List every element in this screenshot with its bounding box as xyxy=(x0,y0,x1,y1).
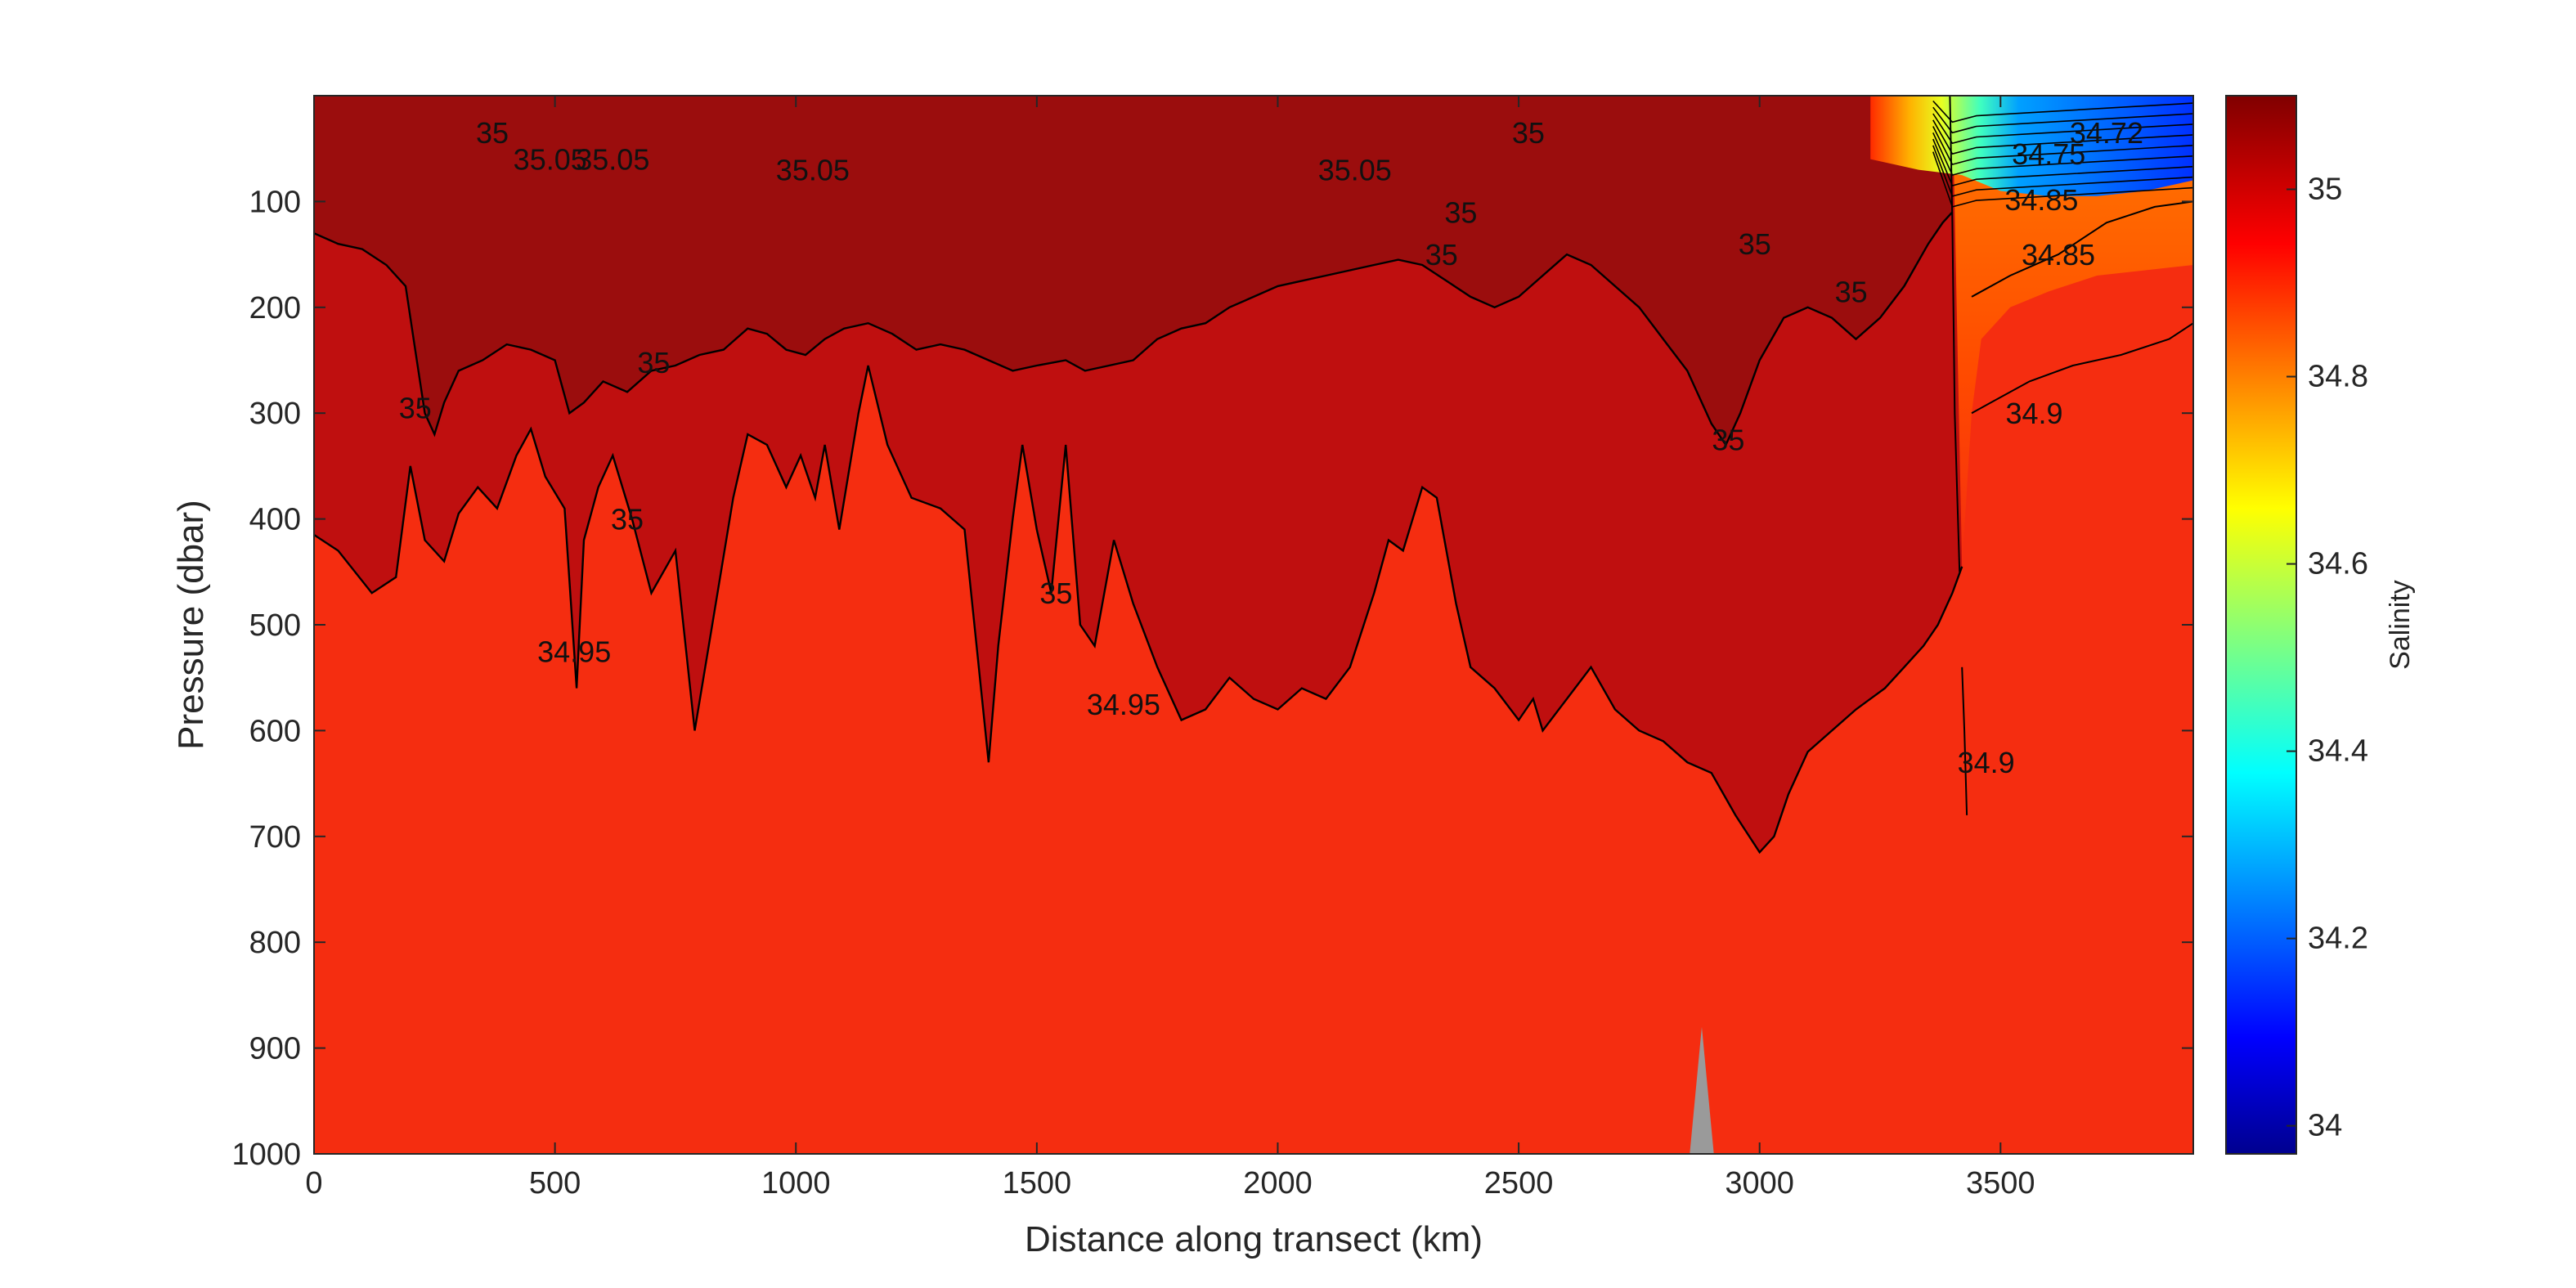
contour-line xyxy=(1949,96,1961,572)
salinity-region-above-35.00 xyxy=(314,96,1953,445)
contour-34.9 xyxy=(1971,322,2193,415)
contour-label: 35 xyxy=(1739,227,1771,261)
contour-label: 35.05 xyxy=(1318,154,1392,187)
colorbar-label: Salinity xyxy=(2385,580,2416,670)
contour-label: 35 xyxy=(1444,195,1477,229)
x-tick-label: 2000 xyxy=(1243,1166,1313,1200)
y-tick-label: 300 xyxy=(249,397,301,431)
y-axis-label: Pressure (dbar) xyxy=(171,500,211,750)
contour-label: 34.85 xyxy=(2004,183,2078,217)
y-axis: 100 200 300 400 500 600 700 800 900 1000 xyxy=(231,185,2193,1172)
y-tick-label: 600 xyxy=(249,714,301,748)
contour-line xyxy=(1932,145,2193,197)
contour-label: 34.72 xyxy=(2070,116,2143,150)
colorbar-tick-label: 34.4 xyxy=(2308,734,2368,769)
bathymetry-seamount xyxy=(1690,1026,1714,1154)
contour-34.85 xyxy=(1971,200,2193,298)
colorbar-ticks: 34 34.2 34.4 34.6 34.8 35 xyxy=(2287,173,2368,1143)
contour-label: 35 xyxy=(637,346,670,379)
contour-label: 35 xyxy=(476,116,509,150)
contour-line xyxy=(1932,100,2193,123)
contour-35.00 xyxy=(314,211,1954,447)
x-tick-label: 2500 xyxy=(1484,1166,1554,1200)
colorbar-tick-label: 34.6 xyxy=(2308,547,2368,581)
x-tick-label: 0 xyxy=(305,1166,322,1200)
x-axis: 0 500 1000 1500 2000 2500 3000 3500 xyxy=(305,96,2035,1200)
y-tick-label: 200 xyxy=(249,291,301,325)
contour-label: 35 xyxy=(1425,238,1458,272)
contour-label: 34.9 xyxy=(2006,397,2063,430)
contour-label: 35.05 xyxy=(576,143,649,177)
colorbar: 34 34.2 34.4 34.6 34.8 35 Salinity xyxy=(2225,95,2416,1155)
contour-line xyxy=(1932,132,2193,177)
contour-line xyxy=(1932,119,2193,155)
colorbar-tick-label: 34.8 xyxy=(2308,360,2368,394)
contour-line xyxy=(1932,106,2193,134)
contour-34.95 xyxy=(314,365,1963,855)
contour-label: 35 xyxy=(1712,423,1744,456)
contour-label: 34.75 xyxy=(2012,137,2085,171)
contour-line xyxy=(1932,113,2193,145)
x-tick-label: 500 xyxy=(529,1166,581,1200)
x-axis-label: Distance along transect (km) xyxy=(1025,1219,1483,1259)
colorbar-gradient xyxy=(2225,95,2297,1155)
contour-label: 34.85 xyxy=(2022,238,2095,272)
contour-line xyxy=(1932,138,2193,186)
x-tick-label: 3000 xyxy=(1725,1166,1794,1200)
contour-34.9-deep xyxy=(1961,666,1968,815)
contour-label: 35.05 xyxy=(776,154,850,187)
contour-label: 35 xyxy=(1835,275,1868,308)
contour-label: 35 xyxy=(399,392,432,425)
y-tick-label: 400 xyxy=(249,503,301,537)
x-tick-label: 1500 xyxy=(1003,1166,1072,1200)
y-tick-label: 900 xyxy=(249,1032,301,1066)
contour-line xyxy=(1932,151,2193,208)
contour-line xyxy=(1932,126,2193,166)
y-tick-label: 100 xyxy=(249,185,301,219)
contour-label: 35 xyxy=(611,503,644,536)
y-tick-label: 800 xyxy=(249,926,301,960)
colorbar-tick-label: 34.2 xyxy=(2308,922,2368,956)
y-tick-label: 700 xyxy=(249,820,301,855)
colorbar-tick-label: 35 xyxy=(2308,173,2342,207)
contour-label: 35 xyxy=(1039,577,1072,610)
y-tick-label: 500 xyxy=(249,608,301,643)
x-tick-label: 3500 xyxy=(1966,1166,2035,1200)
contour-label: 34.95 xyxy=(537,635,611,668)
contour-label: 34.95 xyxy=(1087,688,1160,721)
contour-label: 35 xyxy=(1512,116,1545,150)
contour-label: 35.05 xyxy=(514,143,587,177)
contour-label: 34.9 xyxy=(1958,746,2015,779)
y-tick-label: 1000 xyxy=(231,1138,301,1172)
east-contour-bundle xyxy=(1932,96,2193,815)
colorbar-tick-label: 34 xyxy=(2308,1109,2342,1143)
x-tick-label: 1000 xyxy=(761,1166,831,1200)
